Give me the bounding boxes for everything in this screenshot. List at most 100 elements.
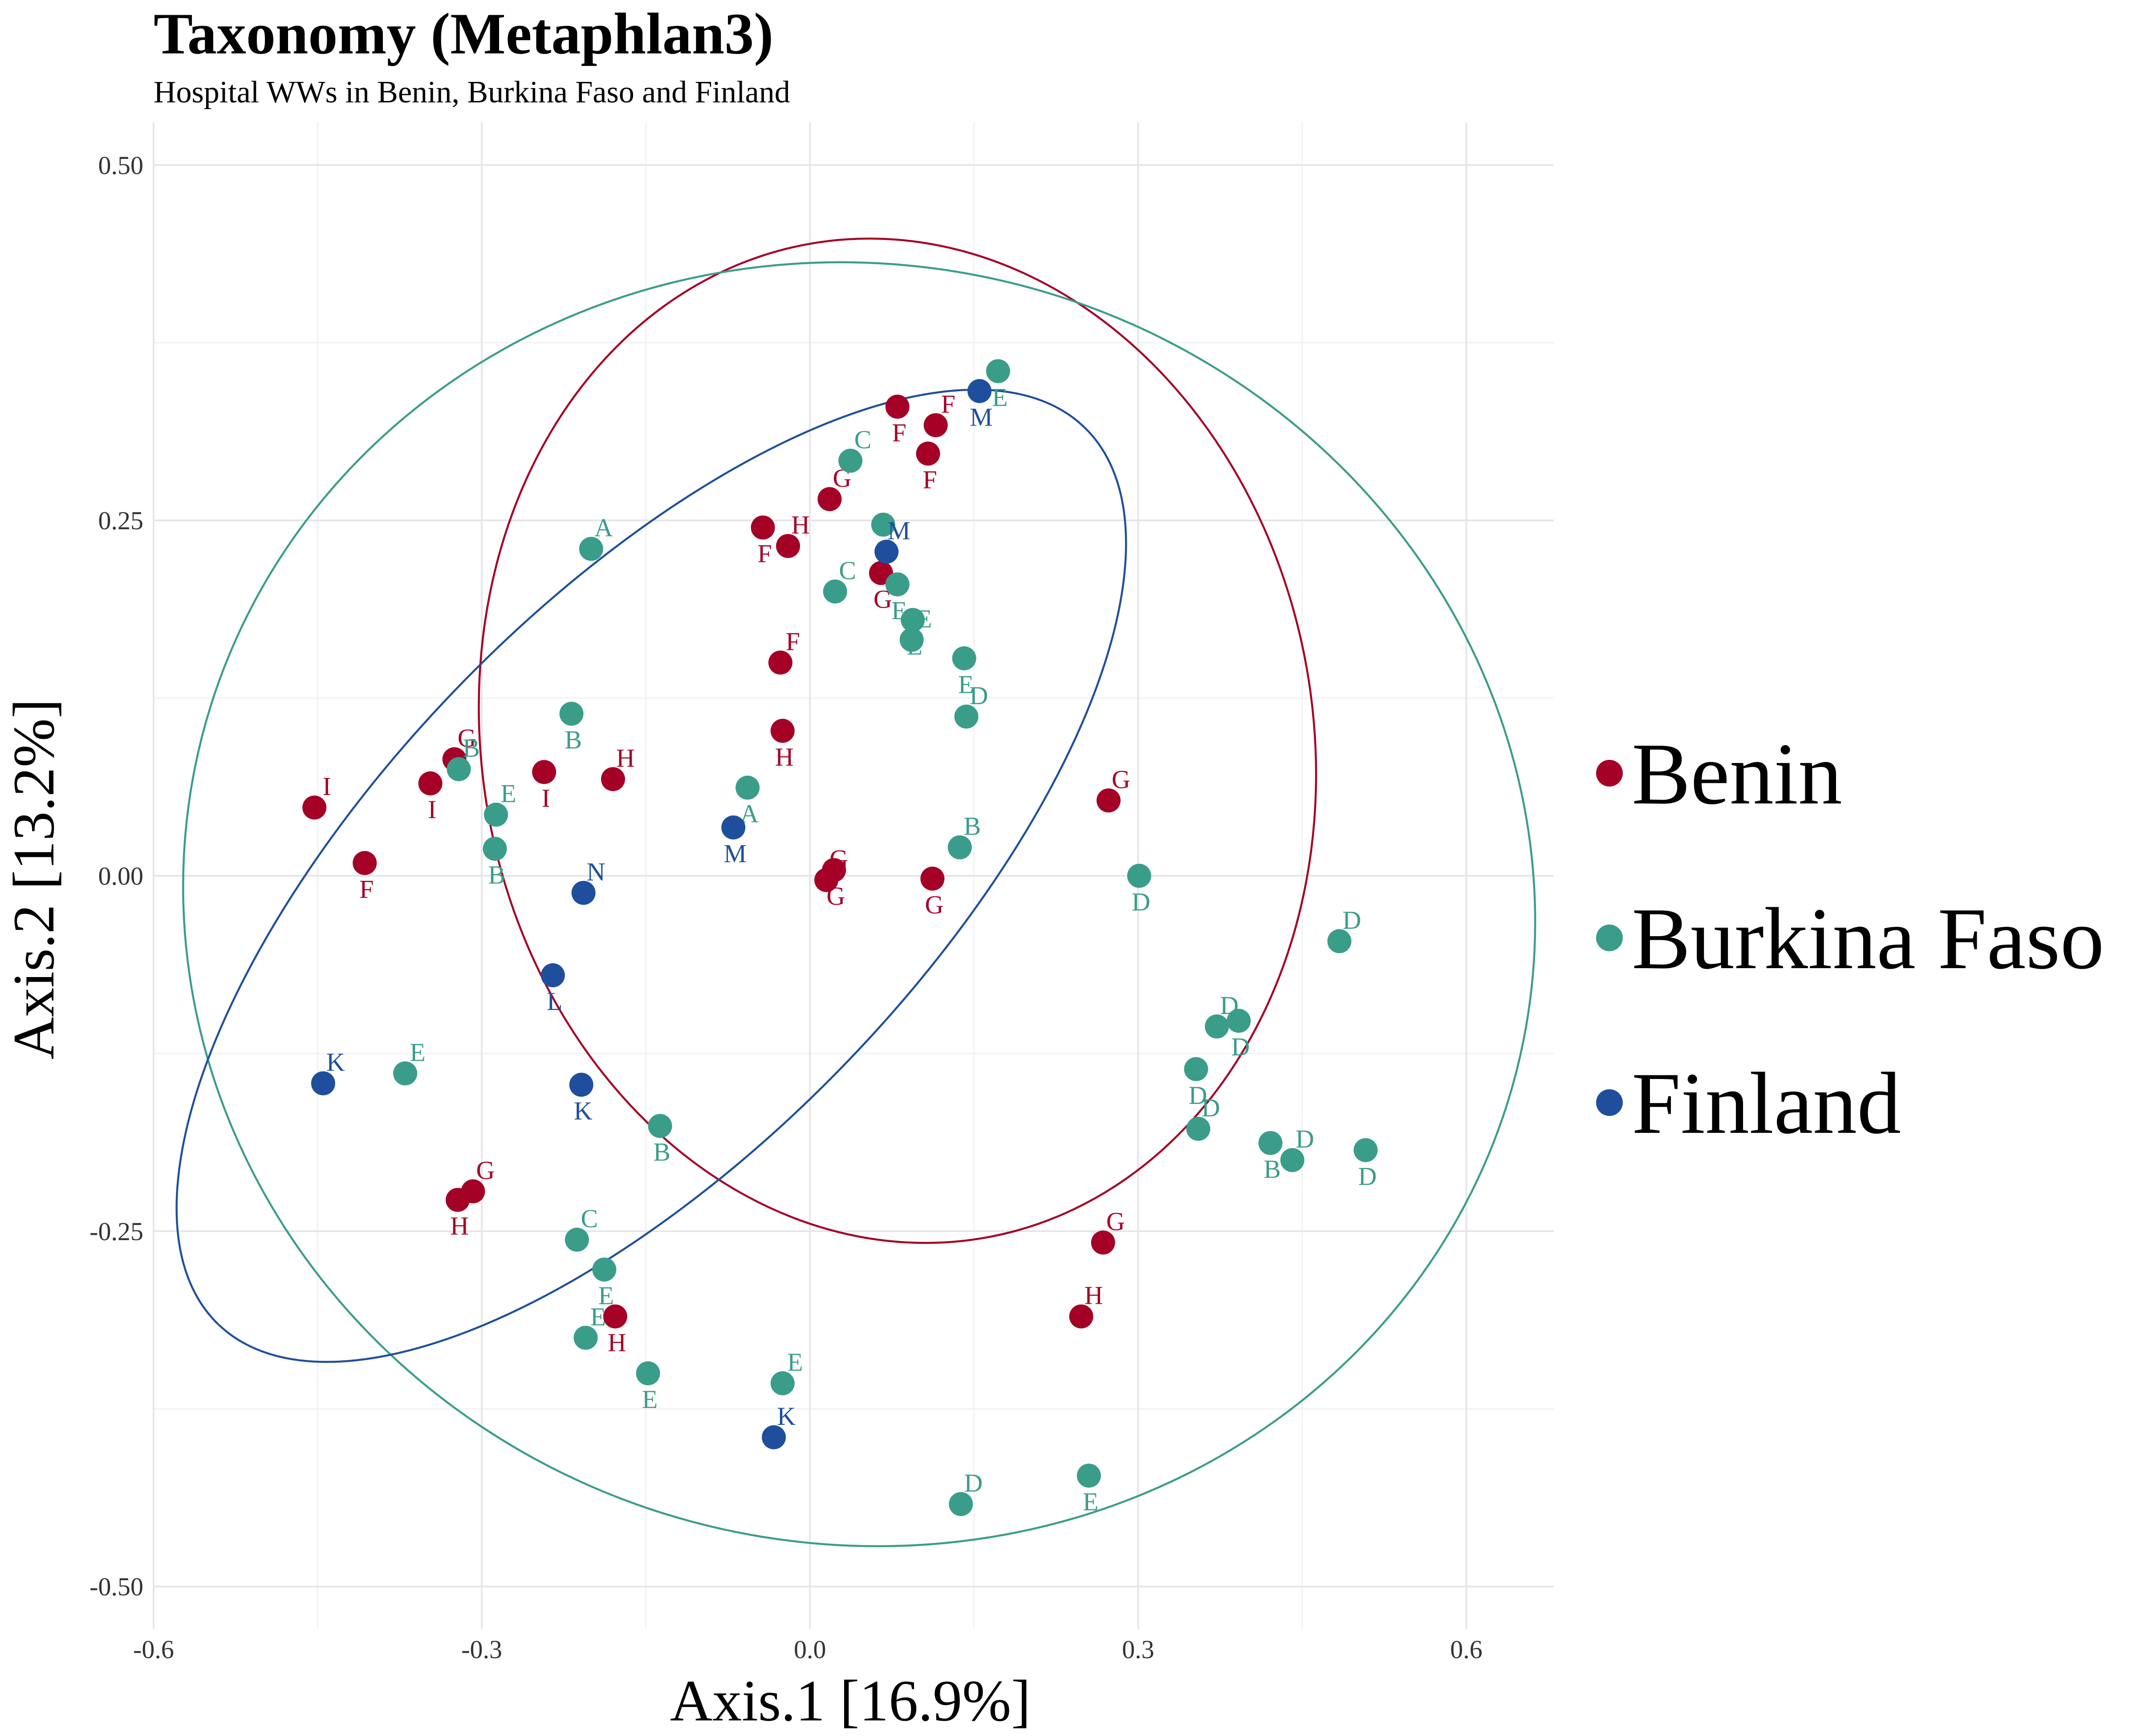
point-burkina-faso <box>573 1326 598 1350</box>
point-burkina-faso <box>592 1257 617 1282</box>
legend-key-finland <box>1596 1089 1623 1116</box>
point-burkina-faso <box>823 579 847 604</box>
point-label-burkina-faso: D <box>1358 1162 1377 1191</box>
data-points: FFFGFHGFHGIHIIFGGGGGHGHHECEAECEEEDBBAEBB… <box>302 359 1378 1516</box>
point-benin <box>446 1188 470 1212</box>
point-label-burkina-faso: E <box>500 779 516 808</box>
point-burkina-faso <box>447 757 471 781</box>
y-tick-label: 0.25 <box>98 506 144 535</box>
point-burkina-faso <box>885 572 910 596</box>
point-label-benin: G <box>1112 765 1130 794</box>
point-benin <box>916 442 940 466</box>
point-label-benin: H <box>608 1328 626 1357</box>
point-label-burkina-faso: D <box>1342 905 1361 934</box>
point-label-benin: I <box>323 772 331 801</box>
point-label-burkina-faso: D <box>1189 1081 1207 1110</box>
point-label-burkina-faso: E <box>410 1038 425 1067</box>
point-label-finland: K <box>574 1096 593 1125</box>
point-benin <box>603 1304 627 1329</box>
point-label-burkina-faso: B <box>963 812 981 841</box>
point-benin <box>353 851 377 875</box>
point-finland <box>540 963 565 988</box>
legend: Benin Burkina Faso Finland <box>1596 725 2104 1152</box>
point-benin <box>768 650 792 675</box>
point-benin <box>770 718 795 743</box>
y-tick-label: 0.00 <box>98 862 144 891</box>
point-label-burkina-faso: B <box>565 725 582 754</box>
point-burkina-faso <box>986 359 1010 383</box>
point-burkina-faso <box>947 835 972 860</box>
point-burkina-faso <box>871 512 895 537</box>
point-burkina-faso <box>1353 1138 1378 1162</box>
point-benin <box>817 487 842 511</box>
point-label-burkina-faso: D <box>1231 1032 1250 1061</box>
point-label-burkina-faso: E <box>590 1302 606 1331</box>
x-tick-label: -0.6 <box>133 1635 174 1664</box>
point-label-finland: M <box>970 403 993 432</box>
point-burkina-faso <box>648 1114 672 1138</box>
point-label-burkina-faso: E <box>1083 1487 1098 1516</box>
legend-key-burkina-faso <box>1596 925 1623 951</box>
point-burkina-faso <box>579 537 603 561</box>
point-burkina-faso <box>636 1361 660 1386</box>
point-label-burkina-faso: E <box>598 1281 614 1310</box>
point-label-benin: G <box>829 844 848 873</box>
point-label-benin: H <box>791 511 810 539</box>
point-label-finland: M <box>887 516 910 545</box>
point-burkina-faso <box>838 449 863 473</box>
point-label-benin: F <box>359 875 374 904</box>
x-tick-label: -0.3 <box>461 1635 502 1664</box>
point-burkina-faso <box>1184 1057 1208 1081</box>
point-burkina-faso <box>1205 1014 1229 1038</box>
point-benin <box>885 394 910 419</box>
point-label-burkina-faso: D <box>970 681 988 710</box>
y-tick-label: -0.50 <box>89 1572 143 1601</box>
point-burkina-faso <box>1077 1464 1101 1488</box>
point-label-benin: F <box>922 465 937 494</box>
point-label-finland: K <box>326 1048 345 1077</box>
point-finland <box>874 539 899 564</box>
point-burkina-faso <box>1186 1116 1211 1141</box>
point-benin <box>1091 1230 1115 1255</box>
confidence-ellipses <box>175 237 1536 1547</box>
point-label-finland: M <box>723 839 747 868</box>
point-label-burkina-faso: C <box>581 1204 598 1233</box>
x-axis-label: Axis.1 [16.9%] <box>670 1668 1031 1733</box>
point-label-burkina-faso: B <box>463 734 480 763</box>
point-label-burkina-faso: C <box>839 556 856 585</box>
legend-label: Burkina Faso <box>1632 890 2104 987</box>
legend-key-benin <box>1596 760 1623 787</box>
point-label-burkina-faso: D <box>964 1468 983 1497</box>
point-label-benin: F <box>757 539 772 568</box>
point-burkina-faso <box>393 1061 418 1086</box>
point-benin <box>814 868 839 892</box>
point-label-burkina-faso: E <box>916 604 932 633</box>
point-label-burkina-faso: E <box>642 1385 658 1414</box>
point-label-finland: N <box>587 857 605 886</box>
ellipse-burkina-faso <box>182 261 1536 1547</box>
point-burkina-faso <box>565 1228 589 1252</box>
point-label-benin: F <box>786 627 800 656</box>
point-label-benin: H <box>775 742 794 771</box>
x-tick-label: 0.6 <box>1450 1635 1483 1664</box>
grid <box>153 122 1554 1629</box>
point-label-benin: F <box>892 418 906 447</box>
point-label-benin: I <box>428 795 436 824</box>
point-label-burkina-faso: E <box>958 670 974 699</box>
y-tick-label: -0.25 <box>89 1217 143 1246</box>
point-label-benin: G <box>925 890 943 919</box>
ellipse-finland <box>175 389 1127 1363</box>
legend-label: Finland <box>1632 1055 1901 1152</box>
chart-title: Taxonomy (Metaphlan3) <box>154 1 773 66</box>
point-burkina-faso <box>1227 1009 1251 1033</box>
point-label-finland: K <box>777 1402 796 1431</box>
point-label-benin: H <box>1085 1281 1103 1310</box>
point-finland <box>967 379 992 403</box>
point-benin <box>920 866 945 891</box>
chart-subtitle: Hospital WWs in Benin, Burkina Faso and … <box>154 75 790 110</box>
point-label-burkina-faso: D <box>1132 888 1150 917</box>
point-label-benin: H <box>450 1212 469 1241</box>
point-burkina-faso <box>1127 864 1151 888</box>
point-label-burkina-faso: D <box>1202 1093 1220 1122</box>
point-finland <box>721 815 746 840</box>
